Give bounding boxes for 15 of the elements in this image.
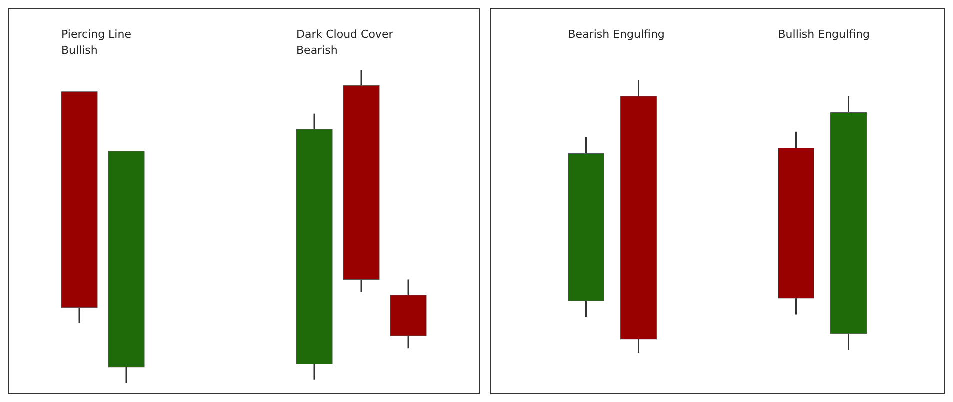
candlestick (620, 79, 657, 354)
candlestick (778, 131, 814, 316)
candlestick (108, 151, 145, 384)
candlestick (390, 278, 427, 350)
text: Bearish Engulfing (568, 28, 665, 41)
candlestick (296, 113, 333, 381)
text: Dark Cloud Cover (296, 28, 394, 41)
candlestick (830, 96, 867, 352)
candlestick (61, 92, 98, 324)
text: Bullish (62, 44, 98, 57)
candlestick (568, 136, 604, 318)
text: Bearish (296, 44, 338, 57)
text: Bullish Engulfing (778, 28, 870, 41)
candlestick (343, 69, 380, 293)
text: Piercing Line (62, 28, 132, 41)
